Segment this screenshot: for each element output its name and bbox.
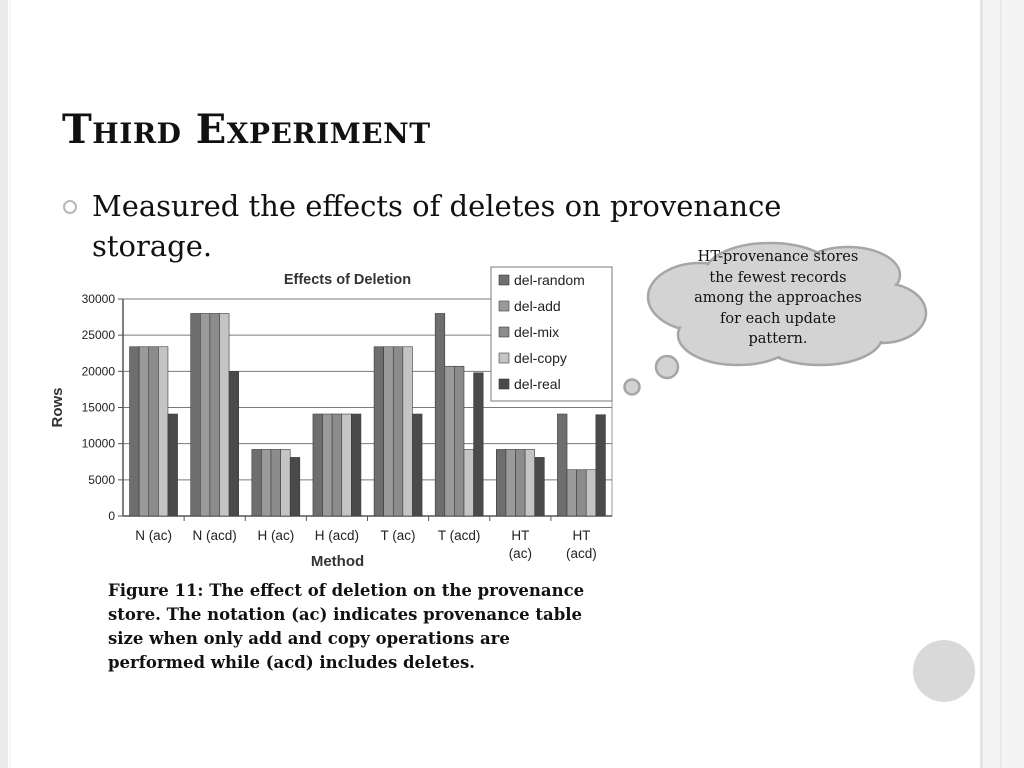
legend-swatch <box>498 300 510 312</box>
y-axis-title: Rows <box>49 387 66 427</box>
y-tick-label: 20000 <box>82 364 116 378</box>
bar-del-add <box>444 365 455 517</box>
bar-del-real <box>228 371 239 517</box>
legend-box <box>490 266 613 402</box>
bar-del-real <box>412 413 423 517</box>
bar-del-copy <box>585 469 597 517</box>
x-tick-label: T (ac) <box>381 528 416 543</box>
chart-title: Effects of Deletion <box>284 272 411 288</box>
x-axis-title: Method <box>311 553 364 570</box>
legend-label: del-add <box>514 298 561 314</box>
bar-del-add <box>322 413 333 517</box>
bar-del-real <box>167 413 178 517</box>
bar-del-mix <box>148 346 159 517</box>
x-tick-label: HT <box>511 528 529 543</box>
figure-caption: Figure 11: The effect of deletion on the… <box>108 581 585 672</box>
bar-del-copy <box>280 449 291 517</box>
thought-cloud-icon <box>623 241 928 396</box>
bar-del-copy <box>341 413 352 517</box>
x-tick-label: H (acd) <box>315 528 359 543</box>
x-tick-label: N (ac) <box>135 528 172 543</box>
bar-del-add <box>261 449 272 517</box>
legend-label: del-random <box>514 272 585 288</box>
legend-swatch <box>498 274 510 286</box>
legend-label: del-mix <box>514 324 559 340</box>
y-tick-label: 25000 <box>82 328 116 342</box>
bar-del-add <box>199 313 211 517</box>
legend-label: del-copy <box>514 350 567 366</box>
x-tick-label: (acd) <box>566 546 597 561</box>
bar-del-real <box>473 372 484 517</box>
right-frame-line-inner <box>1000 0 1002 768</box>
bar-del-mix <box>392 346 404 517</box>
bar-del-copy <box>402 346 413 517</box>
left-frame-line <box>9 0 11 768</box>
bar-del-random <box>496 449 507 517</box>
bar-del-mix <box>331 413 343 517</box>
bar-del-copy <box>158 346 169 517</box>
bar-del-random <box>373 346 384 517</box>
slide-title: Third Experiment <box>62 106 431 153</box>
bar-del-real <box>534 457 545 517</box>
right-frame-line <box>980 0 983 768</box>
bar-del-mix <box>209 313 220 517</box>
bar-del-real <box>595 414 606 517</box>
bar-del-add <box>383 346 394 517</box>
bar-del-mix <box>270 449 281 517</box>
bar-del-mix <box>454 365 465 517</box>
bullet-circle-icon <box>63 200 77 214</box>
x-tick-label: T (acd) <box>438 528 481 543</box>
legend-label: del-real <box>514 376 561 392</box>
y-tick-label: 0 <box>108 509 115 523</box>
legend-swatch <box>498 352 510 364</box>
left-frame-edge <box>0 0 8 768</box>
bar-del-random <box>190 313 201 517</box>
x-tick-label: HT <box>572 528 590 543</box>
bar-del-add <box>566 469 577 517</box>
callout-text: HT-provenance stores the fewest records … <box>694 249 862 347</box>
bar-del-add <box>505 449 516 517</box>
bar-del-mix <box>515 449 526 517</box>
y-tick-label: 5000 <box>88 473 115 487</box>
bar-del-random <box>129 346 140 517</box>
bar-del-random <box>434 313 446 517</box>
bar-del-real <box>289 457 301 517</box>
bar-del-copy <box>463 449 474 517</box>
x-tick-label: H (ac) <box>257 528 294 543</box>
decorative-circle <box>913 640 975 702</box>
bar-del-real <box>351 413 362 517</box>
bar-del-random <box>251 449 262 517</box>
bar-del-copy <box>524 449 536 517</box>
bar-chart: 0 5000 10000 15000 20000 25000 30000 N (ac) N (a… <box>49 266 613 570</box>
y-tick-label: 30000 <box>82 292 116 306</box>
bullet-text: Measured the effects of deletes on prove… <box>92 189 782 263</box>
y-tick-label: 10000 <box>82 437 116 451</box>
bar-del-add <box>138 346 150 517</box>
legend-swatch <box>498 378 510 390</box>
bar-del-random <box>312 413 323 517</box>
bar-del-random <box>557 413 568 517</box>
legend-swatch <box>498 326 510 338</box>
bar-del-mix <box>576 469 587 517</box>
x-tick-label: (ac) <box>509 546 532 561</box>
x-tick-label: N (acd) <box>193 528 237 543</box>
bar-del-copy <box>219 313 230 517</box>
y-tick-label: 15000 <box>82 401 116 415</box>
right-frame-band <box>980 0 1024 768</box>
